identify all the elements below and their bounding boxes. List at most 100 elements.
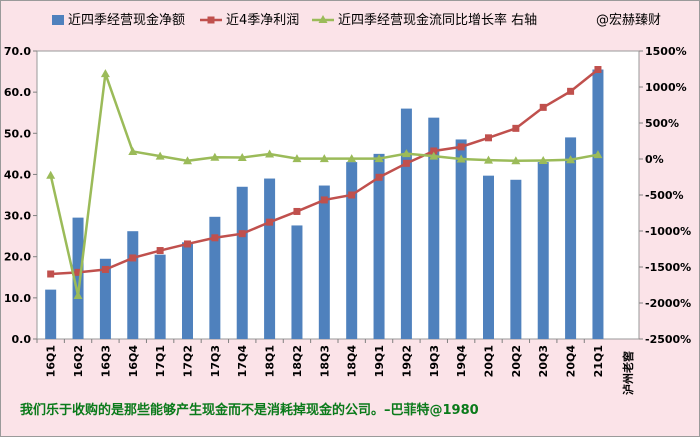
growth-point-19Q4 xyxy=(456,154,466,163)
x-tick-17Q2: 17Q2 xyxy=(182,345,195,377)
growth-point-19Q3 xyxy=(429,151,439,160)
x-tick-18Q3: 18Q3 xyxy=(318,345,331,377)
growth-point-19Q2 xyxy=(401,149,411,158)
profit-point-21Q1 xyxy=(594,66,602,74)
legend: 近四季经营现金净额 近4季净利润 近四季经营现金流同比增长率 右轴 @宏赫臻财 xyxy=(52,12,661,28)
x-tick-18Q1: 18Q1 xyxy=(264,345,277,377)
growth-point-21Q1 xyxy=(593,150,603,159)
growth-point-18Q2 xyxy=(292,154,302,163)
y2-tick--1000%: -1000% xyxy=(645,225,691,238)
y-tick-50.0: 50.0 xyxy=(4,127,31,140)
watermark-name: @宏赫臻财 xyxy=(596,13,661,28)
lines-group xyxy=(46,66,603,299)
axes-group: 0.0 10.0 20.0 30.0 40.0 50.0 60.0 70.0 -2500% -20… xyxy=(4,45,691,377)
bar-17Q2 xyxy=(182,242,193,339)
bar-17Q3 xyxy=(209,216,221,339)
bar-21Q1 xyxy=(592,69,604,339)
bar-17Q4 xyxy=(236,186,248,339)
legend-swatch-profit-marker xyxy=(207,16,215,24)
legend-label-growth: 近四季经营现金流同比增长率 右轴 xyxy=(338,12,537,28)
profit-point-17Q3 xyxy=(211,234,219,242)
profit-point-20Q1 xyxy=(485,134,492,142)
profit-point-19Q2 xyxy=(402,159,410,167)
growth-point-18Q4 xyxy=(347,154,357,163)
x-tick-17Q3: 17Q3 xyxy=(209,345,222,377)
legend-swatch-cash xyxy=(52,15,64,25)
bar-18Q1 xyxy=(264,178,276,339)
growth-point-20Q1 xyxy=(484,155,493,164)
profit-point-18Q1 xyxy=(266,218,274,226)
buffett-quote: 我们乐于收购的是那些能够产生现金而不是消耗掉现金的公司。–巴菲特@1980 xyxy=(20,402,479,418)
y-tick-70.0: 70.0 xyxy=(4,45,31,58)
bar-19Q2 xyxy=(400,108,412,339)
x-tick-19Q1: 19Q1 xyxy=(373,345,386,377)
legend-swatch-growth-marker xyxy=(318,15,328,23)
growth-point-16Q3 xyxy=(100,69,110,78)
y-tick-0.0: 0.0 xyxy=(12,333,32,346)
y-tick-30.0: 30.0 xyxy=(4,210,31,223)
bar-17Q1 xyxy=(154,254,166,339)
bar-18Q3 xyxy=(318,185,330,339)
y2-tick-1500%: 1500% xyxy=(645,45,687,58)
profit-point-16Q4 xyxy=(129,254,137,262)
bars-group xyxy=(45,69,604,339)
legend-label-cash: 近四季经营现金净额 xyxy=(68,12,185,28)
x-tick-18Q4: 18Q4 xyxy=(346,345,359,378)
bar-20Q1 xyxy=(483,175,494,339)
x-tick-20Q3: 20Q3 xyxy=(537,345,550,377)
bar-16Q3 xyxy=(99,258,111,339)
growth-point-18Q3 xyxy=(319,154,329,163)
profit-point-16Q2 xyxy=(74,268,82,276)
x-tick-17Q4: 17Q4 xyxy=(236,345,249,378)
y2-tick--2000%: -2000% xyxy=(645,297,691,310)
x-tick-18Q2: 18Q2 xyxy=(291,345,304,377)
x-tick-19Q3: 19Q3 xyxy=(428,345,441,377)
profit-point-19Q3 xyxy=(430,147,438,155)
y2-tick-500%: 500% xyxy=(645,117,679,130)
profit-point-16Q3 xyxy=(101,265,109,273)
growth-point-17Q1 xyxy=(155,151,165,160)
bar-18Q2 xyxy=(291,225,303,339)
profit-point-19Q1 xyxy=(375,173,383,181)
x-tick-16Q4: 16Q4 xyxy=(127,345,140,378)
legend-label-profit: 近4季净利润 xyxy=(226,13,299,28)
y2-tick-0%: 0% xyxy=(645,153,664,166)
x-tick-16Q1: 16Q1 xyxy=(45,345,58,377)
profit-point-17Q4 xyxy=(238,230,246,238)
growth-point-19Q1 xyxy=(374,154,384,163)
y2-tick--500%: -500% xyxy=(645,189,684,202)
x-tick-20Q4: 20Q4 xyxy=(565,345,578,378)
growth-point-17Q3 xyxy=(210,152,220,161)
bar-20Q3 xyxy=(537,162,549,339)
profit-point-17Q2 xyxy=(184,240,191,248)
profit-point-16Q1 xyxy=(47,270,55,278)
growth-point-20Q2 xyxy=(511,156,521,165)
growth-point-17Q4 xyxy=(237,153,247,162)
bar-16Q2 xyxy=(72,217,84,339)
x-tick-19Q2: 19Q2 xyxy=(400,345,413,377)
profit-point-18Q4 xyxy=(348,191,356,199)
profit-point-18Q2 xyxy=(293,207,301,215)
bar-20Q4 xyxy=(565,137,577,339)
y2-tick-1000%: 1000% xyxy=(645,81,687,94)
x-tick-16Q2: 16Q2 xyxy=(72,345,85,377)
x-tick-20Q2: 20Q2 xyxy=(510,345,523,377)
growth-point-16Q1 xyxy=(46,170,56,179)
company-label: 泸州老窖 xyxy=(621,351,635,395)
y2-tick--1500%: -1500% xyxy=(645,261,691,274)
growth-point-20Q3 xyxy=(538,155,548,164)
growth-point-16Q4 xyxy=(128,146,138,155)
y-tick-20.0: 20.0 xyxy=(4,251,31,264)
profit-point-20Q3 xyxy=(539,103,547,111)
bar-19Q1 xyxy=(373,153,385,339)
y-tick-40.0: 40.0 xyxy=(4,168,31,181)
x-tick-20Q1: 20Q1 xyxy=(483,345,496,377)
bar-20Q2 xyxy=(510,179,522,339)
x-tick-17Q1: 17Q1 xyxy=(154,345,167,377)
bar-19Q3 xyxy=(428,117,440,339)
growth-point-16Q2 xyxy=(73,290,83,299)
x-tick-21Q1: 21Q1 xyxy=(592,345,605,377)
profit-point-18Q3 xyxy=(320,196,328,204)
growth-point-17Q2 xyxy=(183,156,192,165)
